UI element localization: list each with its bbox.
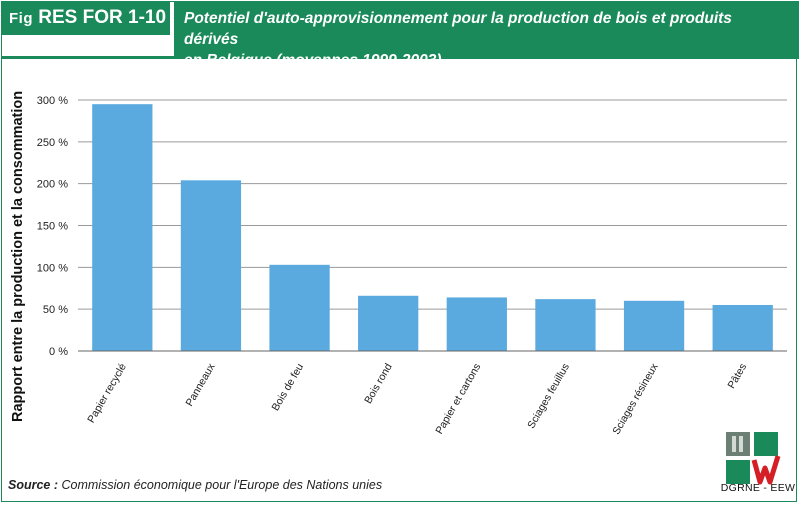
x-tick-label: Papier recyclé — [85, 361, 129, 425]
logo-w-mark — [751, 455, 781, 485]
x-tick-label: Pâtes — [725, 362, 749, 391]
title-line-2: en Belgique (moyennes 1999-2003) — [184, 52, 442, 69]
logo-square-top-right — [754, 432, 778, 456]
y-tick-label: 250 % — [37, 137, 68, 149]
logo-square-top-left — [726, 432, 750, 456]
title-line-1: Potentiel d'auto-approvisionnement pour … — [184, 10, 732, 48]
bar — [712, 304, 773, 351]
x-tick-label: Bois de feu — [269, 361, 306, 413]
y-tick-label: 150 % — [37, 221, 68, 233]
logo-caption: DGRNE - EEW — [720, 482, 796, 494]
bar — [623, 300, 685, 351]
header-rule — [1, 56, 174, 59]
bar — [358, 295, 419, 351]
source-note: Source : Commission économique pour l'Eu… — [8, 478, 382, 492]
y-tick-label: 0 % — [49, 346, 68, 358]
x-tick-label: Sciages résineux — [610, 361, 661, 437]
y-tick-label: 300 % — [37, 95, 68, 107]
figure-id-badge: Fig RES FOR 1-10 — [1, 1, 170, 35]
dgrne-logo — [726, 432, 781, 485]
y-tick-label: 100 % — [37, 262, 68, 274]
bar — [180, 180, 242, 351]
y-tick-label: 50 % — [43, 304, 68, 316]
figure-title: Potentiel d'auto-approvisionnement pour … — [174, 1, 799, 69]
source-text: Commission économique pour l'Europe des … — [61, 478, 383, 492]
bar — [269, 264, 330, 351]
x-tick-label: Papier et cartons — [433, 362, 483, 437]
source-label: Source : — [8, 478, 59, 492]
x-tick-label: Panneaux — [183, 361, 217, 409]
bar — [446, 297, 507, 351]
figure-id: RES FOR 1-10 — [38, 7, 167, 28]
logo-square-bottom-left — [726, 460, 750, 484]
x-tick-label: Bois rond — [362, 361, 395, 406]
x-tick-label: Sciages feuillus — [525, 362, 572, 431]
figure-prefix: Fig — [9, 10, 33, 27]
bar — [92, 104, 153, 351]
y-tick-label: 200 % — [37, 179, 68, 191]
bar — [535, 299, 596, 351]
